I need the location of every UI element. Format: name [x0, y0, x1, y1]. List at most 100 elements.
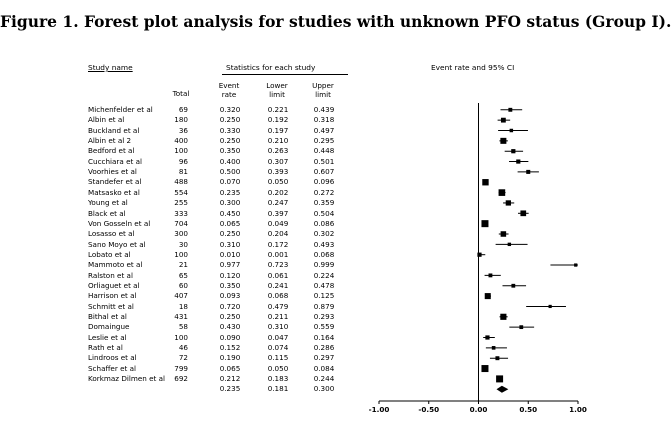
- study-lower-limit: 0.001: [267, 249, 289, 259]
- upper-limit-header: Upper limit: [312, 81, 334, 99]
- study-name: Standefer et al: [88, 177, 142, 187]
- lower-limit-header: Lower limit: [266, 81, 288, 99]
- study-lower-limit: 0.211: [267, 312, 289, 321]
- study-upper-limit: 0.244: [313, 374, 335, 384]
- point-estimate: [477, 252, 482, 257]
- study-name: Bithal et al: [88, 312, 127, 321]
- figure-title: Figure 1. Forest plot analysis for studi…: [0, 12, 671, 31]
- point-estimate: [511, 283, 516, 288]
- study-event-rate: 0.010: [219, 249, 241, 259]
- study-event-rate: 0.065: [219, 218, 241, 228]
- point-estimate: [508, 107, 513, 112]
- study-name: Leslie et al: [88, 332, 127, 342]
- study-name: Michenfelder et al: [88, 105, 153, 114]
- point-estimate: [519, 325, 524, 330]
- study-name: Mammoto et al: [88, 260, 143, 270]
- point-estimate: [484, 293, 491, 300]
- study-upper-limit: 0.359: [313, 198, 335, 208]
- study-event-rate: 0.065: [219, 363, 241, 373]
- stats-header: Statistics for each study: [226, 63, 316, 72]
- study-name: Matsasko et al: [88, 187, 140, 197]
- study-event-rate: 0.350: [219, 280, 241, 290]
- study-total: 400: [174, 136, 188, 146]
- study-total: 96: [178, 156, 188, 166]
- study-upper-limit: 0.068: [313, 249, 335, 259]
- study-upper-limit: 0.318: [313, 115, 335, 125]
- study-name: Sano Moyo et al: [88, 239, 146, 249]
- point-estimate: [491, 346, 496, 350]
- study-event-rate: 0.212: [219, 374, 241, 384]
- study-upper-limit: 0.272: [313, 187, 335, 197]
- study-upper-limit: 0.293: [313, 312, 335, 321]
- study-total: 300: [174, 229, 188, 239]
- study-upper-limit: 0.096: [313, 177, 335, 187]
- study-event-rate: 0.250: [219, 136, 241, 146]
- summary-lower-limit: 0.181: [267, 384, 289, 394]
- study-upper-limit: 0.607: [313, 167, 335, 177]
- study-event-rate: 0.320: [219, 105, 241, 114]
- study-name: Black et al: [88, 208, 126, 218]
- point-estimate: [500, 137, 507, 144]
- study-lower-limit: 0.263: [267, 146, 289, 156]
- study-upper-limit: 0.497: [313, 125, 335, 135]
- study-name: Domaingue: [88, 322, 130, 332]
- x-tick-label: -1.00: [369, 405, 390, 414]
- study-total: 692: [174, 374, 188, 384]
- study-upper-limit: 0.086: [313, 218, 335, 228]
- study-event-rate: 0.250: [219, 229, 241, 239]
- point-estimate: [481, 365, 489, 373]
- study-lower-limit: 0.397: [267, 208, 289, 218]
- study-event-rate: 0.450: [219, 208, 241, 218]
- study-lower-limit: 0.310: [267, 322, 289, 332]
- point-estimate: [481, 220, 489, 228]
- study-event-rate: 0.070: [219, 177, 241, 187]
- study-name: Ralston et al: [88, 270, 133, 280]
- point-estimate: [496, 375, 504, 383]
- study-name: Buckland et al: [88, 125, 140, 135]
- study-event-rate: 0.977: [219, 260, 241, 270]
- point-estimate: [500, 117, 506, 123]
- x-tick-label: 1.00: [569, 405, 587, 414]
- study-upper-limit: 0.501: [313, 156, 335, 166]
- study-event-rate: 0.235: [219, 187, 241, 197]
- study-event-rate: 0.190: [219, 353, 241, 363]
- study-lower-limit: 0.204: [267, 229, 289, 239]
- study-lower-limit: 0.074: [267, 343, 289, 353]
- point-estimate: [548, 304, 552, 309]
- study-total: 58: [178, 322, 188, 332]
- study-lower-limit: 0.393: [267, 167, 289, 177]
- study-event-rate: 0.400: [219, 156, 241, 166]
- study-name: Young et al: [88, 198, 128, 208]
- study-event-rate: 0.090: [219, 332, 241, 342]
- study-total: 333: [174, 208, 188, 218]
- study-total: 46: [178, 343, 188, 353]
- study-lower-limit: 0.723: [267, 260, 289, 270]
- point-estimate: [495, 356, 500, 361]
- summary-diamond: [496, 385, 509, 393]
- study-total: 36: [178, 125, 188, 135]
- study-total: 69: [178, 105, 188, 114]
- study-total: 30: [178, 239, 188, 249]
- study-upper-limit: 0.286: [313, 343, 335, 353]
- x-tick-label: 0.50: [519, 405, 537, 414]
- study-lower-limit: 0.068: [267, 291, 289, 301]
- study-name: Cucchiara et al: [88, 156, 143, 166]
- study-total: 407: [174, 291, 188, 301]
- study-lower-limit: 0.479: [267, 301, 289, 311]
- study-total: 60: [178, 280, 188, 290]
- study-name: Losasso et al: [88, 229, 135, 239]
- study-upper-limit: 0.493: [313, 239, 335, 249]
- study-event-rate: 0.250: [219, 312, 241, 321]
- study-name: Rath et al: [88, 343, 123, 353]
- study-total: 65: [178, 270, 188, 280]
- study-lower-limit: 0.050: [267, 177, 289, 187]
- study-total: 81: [178, 167, 188, 177]
- study-upper-limit: 0.302: [313, 229, 335, 239]
- study-lower-limit: 0.172: [267, 239, 289, 249]
- study-total: 100: [174, 146, 188, 156]
- point-estimate: [500, 313, 507, 320]
- study-event-rate: 0.152: [219, 343, 241, 353]
- study-total: 799: [174, 363, 188, 373]
- summary-event-rate: 0.235: [219, 384, 241, 394]
- study-lower-limit: 0.049: [267, 218, 289, 228]
